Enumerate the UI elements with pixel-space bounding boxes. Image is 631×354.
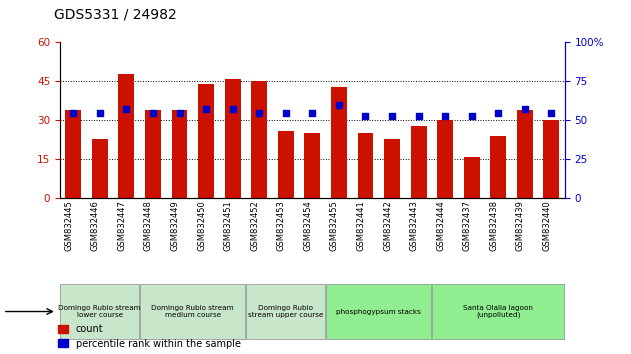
Bar xyxy=(92,138,108,198)
Text: GSM832446: GSM832446 xyxy=(91,200,100,251)
Point xyxy=(281,110,291,115)
Text: GDS5331 / 24982: GDS5331 / 24982 xyxy=(54,7,177,21)
Point xyxy=(148,110,158,115)
Point xyxy=(95,110,105,115)
Bar xyxy=(172,110,187,198)
Point xyxy=(467,113,477,119)
Bar xyxy=(543,120,560,198)
Point xyxy=(546,110,557,115)
Text: Domingo Rubio stream
medium course: Domingo Rubio stream medium course xyxy=(151,305,234,318)
FancyBboxPatch shape xyxy=(432,284,564,339)
Bar xyxy=(358,133,374,198)
Point xyxy=(360,113,370,119)
Text: GSM832449: GSM832449 xyxy=(170,200,179,251)
Text: Domingo Rubio
stream upper course: Domingo Rubio stream upper course xyxy=(248,305,324,318)
Point xyxy=(68,110,78,115)
Bar xyxy=(464,157,480,198)
Bar xyxy=(198,84,214,198)
Point xyxy=(307,110,317,115)
Text: GSM832440: GSM832440 xyxy=(543,200,551,251)
Legend: count, percentile rank within the sample: count, percentile rank within the sample xyxy=(59,324,241,349)
Text: GSM832451: GSM832451 xyxy=(223,200,233,251)
Text: GSM832455: GSM832455 xyxy=(330,200,339,251)
Bar xyxy=(119,74,134,198)
Point xyxy=(228,107,238,112)
FancyBboxPatch shape xyxy=(326,284,432,339)
Text: GSM832441: GSM832441 xyxy=(357,200,365,251)
Point xyxy=(254,110,264,115)
Point xyxy=(121,107,131,112)
Point xyxy=(413,113,423,119)
Text: GSM832448: GSM832448 xyxy=(144,200,153,251)
Point xyxy=(334,102,344,108)
Text: GSM832447: GSM832447 xyxy=(117,200,126,251)
Text: GSM832452: GSM832452 xyxy=(251,200,259,251)
FancyBboxPatch shape xyxy=(61,284,139,339)
Bar xyxy=(411,126,427,198)
Bar xyxy=(517,110,533,198)
FancyBboxPatch shape xyxy=(247,284,325,339)
Point xyxy=(201,107,211,112)
Text: phosphogypsum stacks: phosphogypsum stacks xyxy=(336,309,422,314)
Text: GSM832450: GSM832450 xyxy=(197,200,206,251)
Point xyxy=(493,110,504,115)
Point xyxy=(440,113,451,119)
Text: GSM832437: GSM832437 xyxy=(463,200,472,251)
Text: GSM832438: GSM832438 xyxy=(489,200,498,251)
Bar xyxy=(145,110,161,198)
Bar xyxy=(331,87,347,198)
Bar xyxy=(384,138,400,198)
Bar xyxy=(437,120,453,198)
Point xyxy=(520,107,530,112)
Text: GSM832439: GSM832439 xyxy=(516,200,525,251)
Text: GSM832454: GSM832454 xyxy=(304,200,312,251)
Text: GSM832442: GSM832442 xyxy=(383,200,392,251)
Text: Santa Olalla lagoon
(unpolluted): Santa Olalla lagoon (unpolluted) xyxy=(463,305,533,318)
Bar xyxy=(65,110,81,198)
Text: GSM832443: GSM832443 xyxy=(410,200,418,251)
Text: GSM832445: GSM832445 xyxy=(64,200,73,251)
Text: Domingo Rubio stream
lower course: Domingo Rubio stream lower course xyxy=(59,305,141,318)
Bar xyxy=(490,136,506,198)
Text: GSM832453: GSM832453 xyxy=(277,200,286,251)
Bar xyxy=(304,133,321,198)
Bar xyxy=(278,131,294,198)
Bar xyxy=(251,81,267,198)
Bar xyxy=(225,79,240,198)
Point xyxy=(174,110,184,115)
Text: GSM832444: GSM832444 xyxy=(436,200,445,251)
FancyBboxPatch shape xyxy=(140,284,245,339)
Point xyxy=(387,113,397,119)
